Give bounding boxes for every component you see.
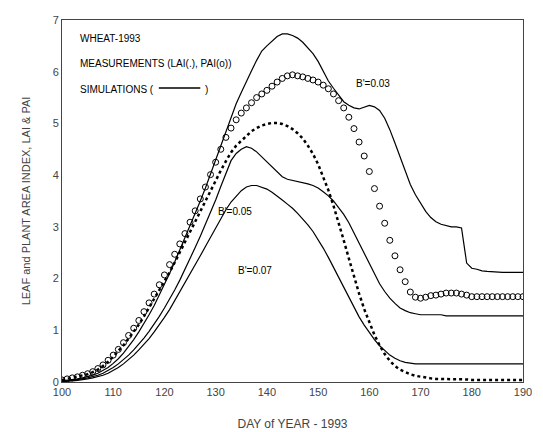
svg-text:0: 0 (53, 376, 59, 388)
svg-text:LEAF and PLANT AREA INDEX, LAI: LEAF and PLANT AREA INDEX, LAI & PAI (20, 97, 32, 306)
svg-text:190: 190 (514, 386, 532, 398)
svg-text:2: 2 (53, 272, 59, 284)
svg-text:4: 4 (53, 169, 59, 181)
svg-text:MEASUREMENTS (LAI(.), PAI(o)): MEASUREMENTS (LAI(.), PAI(o)) (80, 58, 232, 69)
svg-text:6: 6 (53, 66, 59, 78)
svg-text:SIMULATIONS (: SIMULATIONS ( (80, 84, 154, 95)
svg-text:120: 120 (155, 386, 173, 398)
svg-text:B'=0.07: B'=0.07 (238, 265, 272, 276)
svg-text:3: 3 (53, 221, 59, 233)
svg-text:160: 160 (360, 386, 378, 398)
svg-text:180: 180 (463, 386, 481, 398)
svg-text:1: 1 (53, 324, 59, 336)
svg-text:DAY of YEAR - 1993: DAY of YEAR - 1993 (237, 417, 347, 431)
svg-text:130: 130 (206, 386, 224, 398)
svg-text:): ) (205, 84, 208, 95)
svg-text:5: 5 (53, 117, 59, 129)
svg-text:B'=0.03: B'=0.03 (356, 78, 390, 89)
svg-text:170: 170 (411, 386, 429, 398)
svg-text:110: 110 (104, 386, 122, 398)
svg-text:150: 150 (309, 386, 327, 398)
svg-text:WHEAT-1993: WHEAT-1993 (80, 33, 141, 44)
svg-text:140: 140 (258, 386, 276, 398)
svg-text:B'=0.05: B'=0.05 (218, 206, 252, 217)
svg-text:7: 7 (53, 14, 59, 26)
svg-text:100: 100 (53, 386, 71, 398)
